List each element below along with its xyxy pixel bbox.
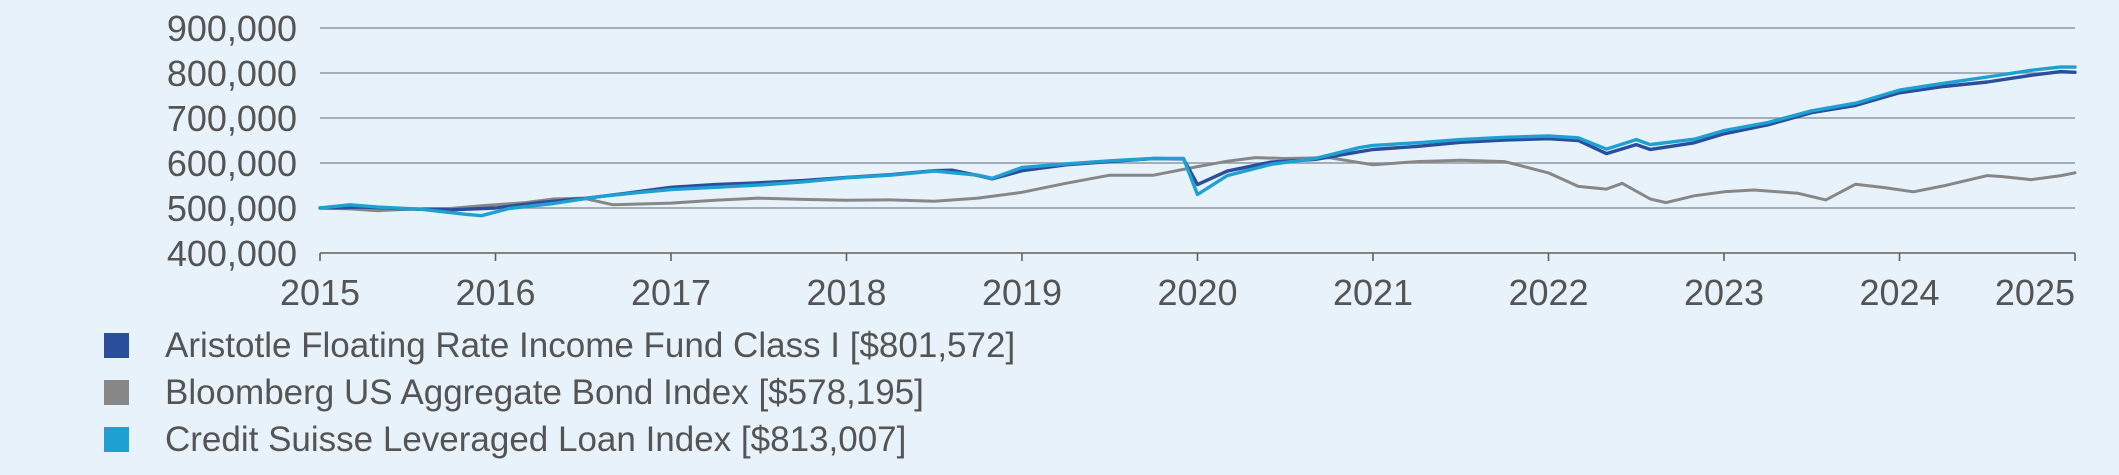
x-tick-label: 2018: [806, 272, 886, 313]
x-tick-label: 2020: [1157, 272, 1237, 313]
x-tick-label: 2017: [631, 272, 711, 313]
x-tick-label: 2022: [1508, 272, 1588, 313]
y-tick-label: 700,000: [167, 98, 297, 139]
x-tick-label: 2025: [1995, 272, 2075, 313]
legend-swatch-credit-suisse-index: [104, 427, 129, 452]
legend-label-credit-suisse-index: Credit Suisse Leveraged Loan Index [$813…: [165, 420, 907, 459]
legend-label-bloomberg-index: Bloomberg US Aggregate Bond Index [$578,…: [165, 373, 924, 412]
grid-lines: [319, 27, 2076, 261]
x-tick-label: 2023: [1684, 272, 1764, 313]
legend-swatch-aristotle-fund: [104, 333, 129, 358]
y-tick-label: 400,000: [167, 233, 297, 274]
y-tick-label: 600,000: [167, 143, 297, 184]
x-tick-label: 2019: [982, 272, 1062, 313]
x-tick-label: 2016: [455, 272, 535, 313]
series-line-2: [318, 65, 2077, 218]
legend-swatch-bloomberg-index: [104, 380, 129, 405]
x-tick-label: 2024: [1859, 272, 1939, 313]
legend: Aristotle Floating Rate Income Fund Clas…: [104, 322, 1015, 463]
legend-item-bloomberg-index: Bloomberg US Aggregate Bond Index [$578,…: [104, 369, 1015, 416]
x-tick-label: 2021: [1333, 272, 1413, 313]
y-tick-label: 500,000: [167, 188, 297, 229]
y-tick-label: 800,000: [167, 53, 297, 94]
x-tick-label: 2015: [280, 272, 360, 313]
series-lines: [318, 65, 2077, 218]
series-line-1: [318, 156, 2077, 213]
legend-item-credit-suisse-index: Credit Suisse Leveraged Loan Index [$813…: [104, 416, 1015, 463]
y-axis-tick-labels: 400,000500,000600,000700,000800,000900,0…: [167, 8, 297, 274]
y-tick-label: 900,000: [167, 8, 297, 49]
legend-item-aristotle-fund: Aristotle Floating Rate Income Fund Clas…: [104, 322, 1015, 369]
x-axis-tick-labels: 2015 2016 2017 2018 2019 2020 2021 2022 2023 2024…: [280, 272, 2075, 313]
line-chart: 400,000500,000600,000700,000800,000900,0…: [167, 8, 2077, 313]
series-line-0: [318, 69, 2077, 212]
legend-label-aristotle-fund: Aristotle Floating Rate Income Fund Clas…: [165, 326, 1016, 365]
